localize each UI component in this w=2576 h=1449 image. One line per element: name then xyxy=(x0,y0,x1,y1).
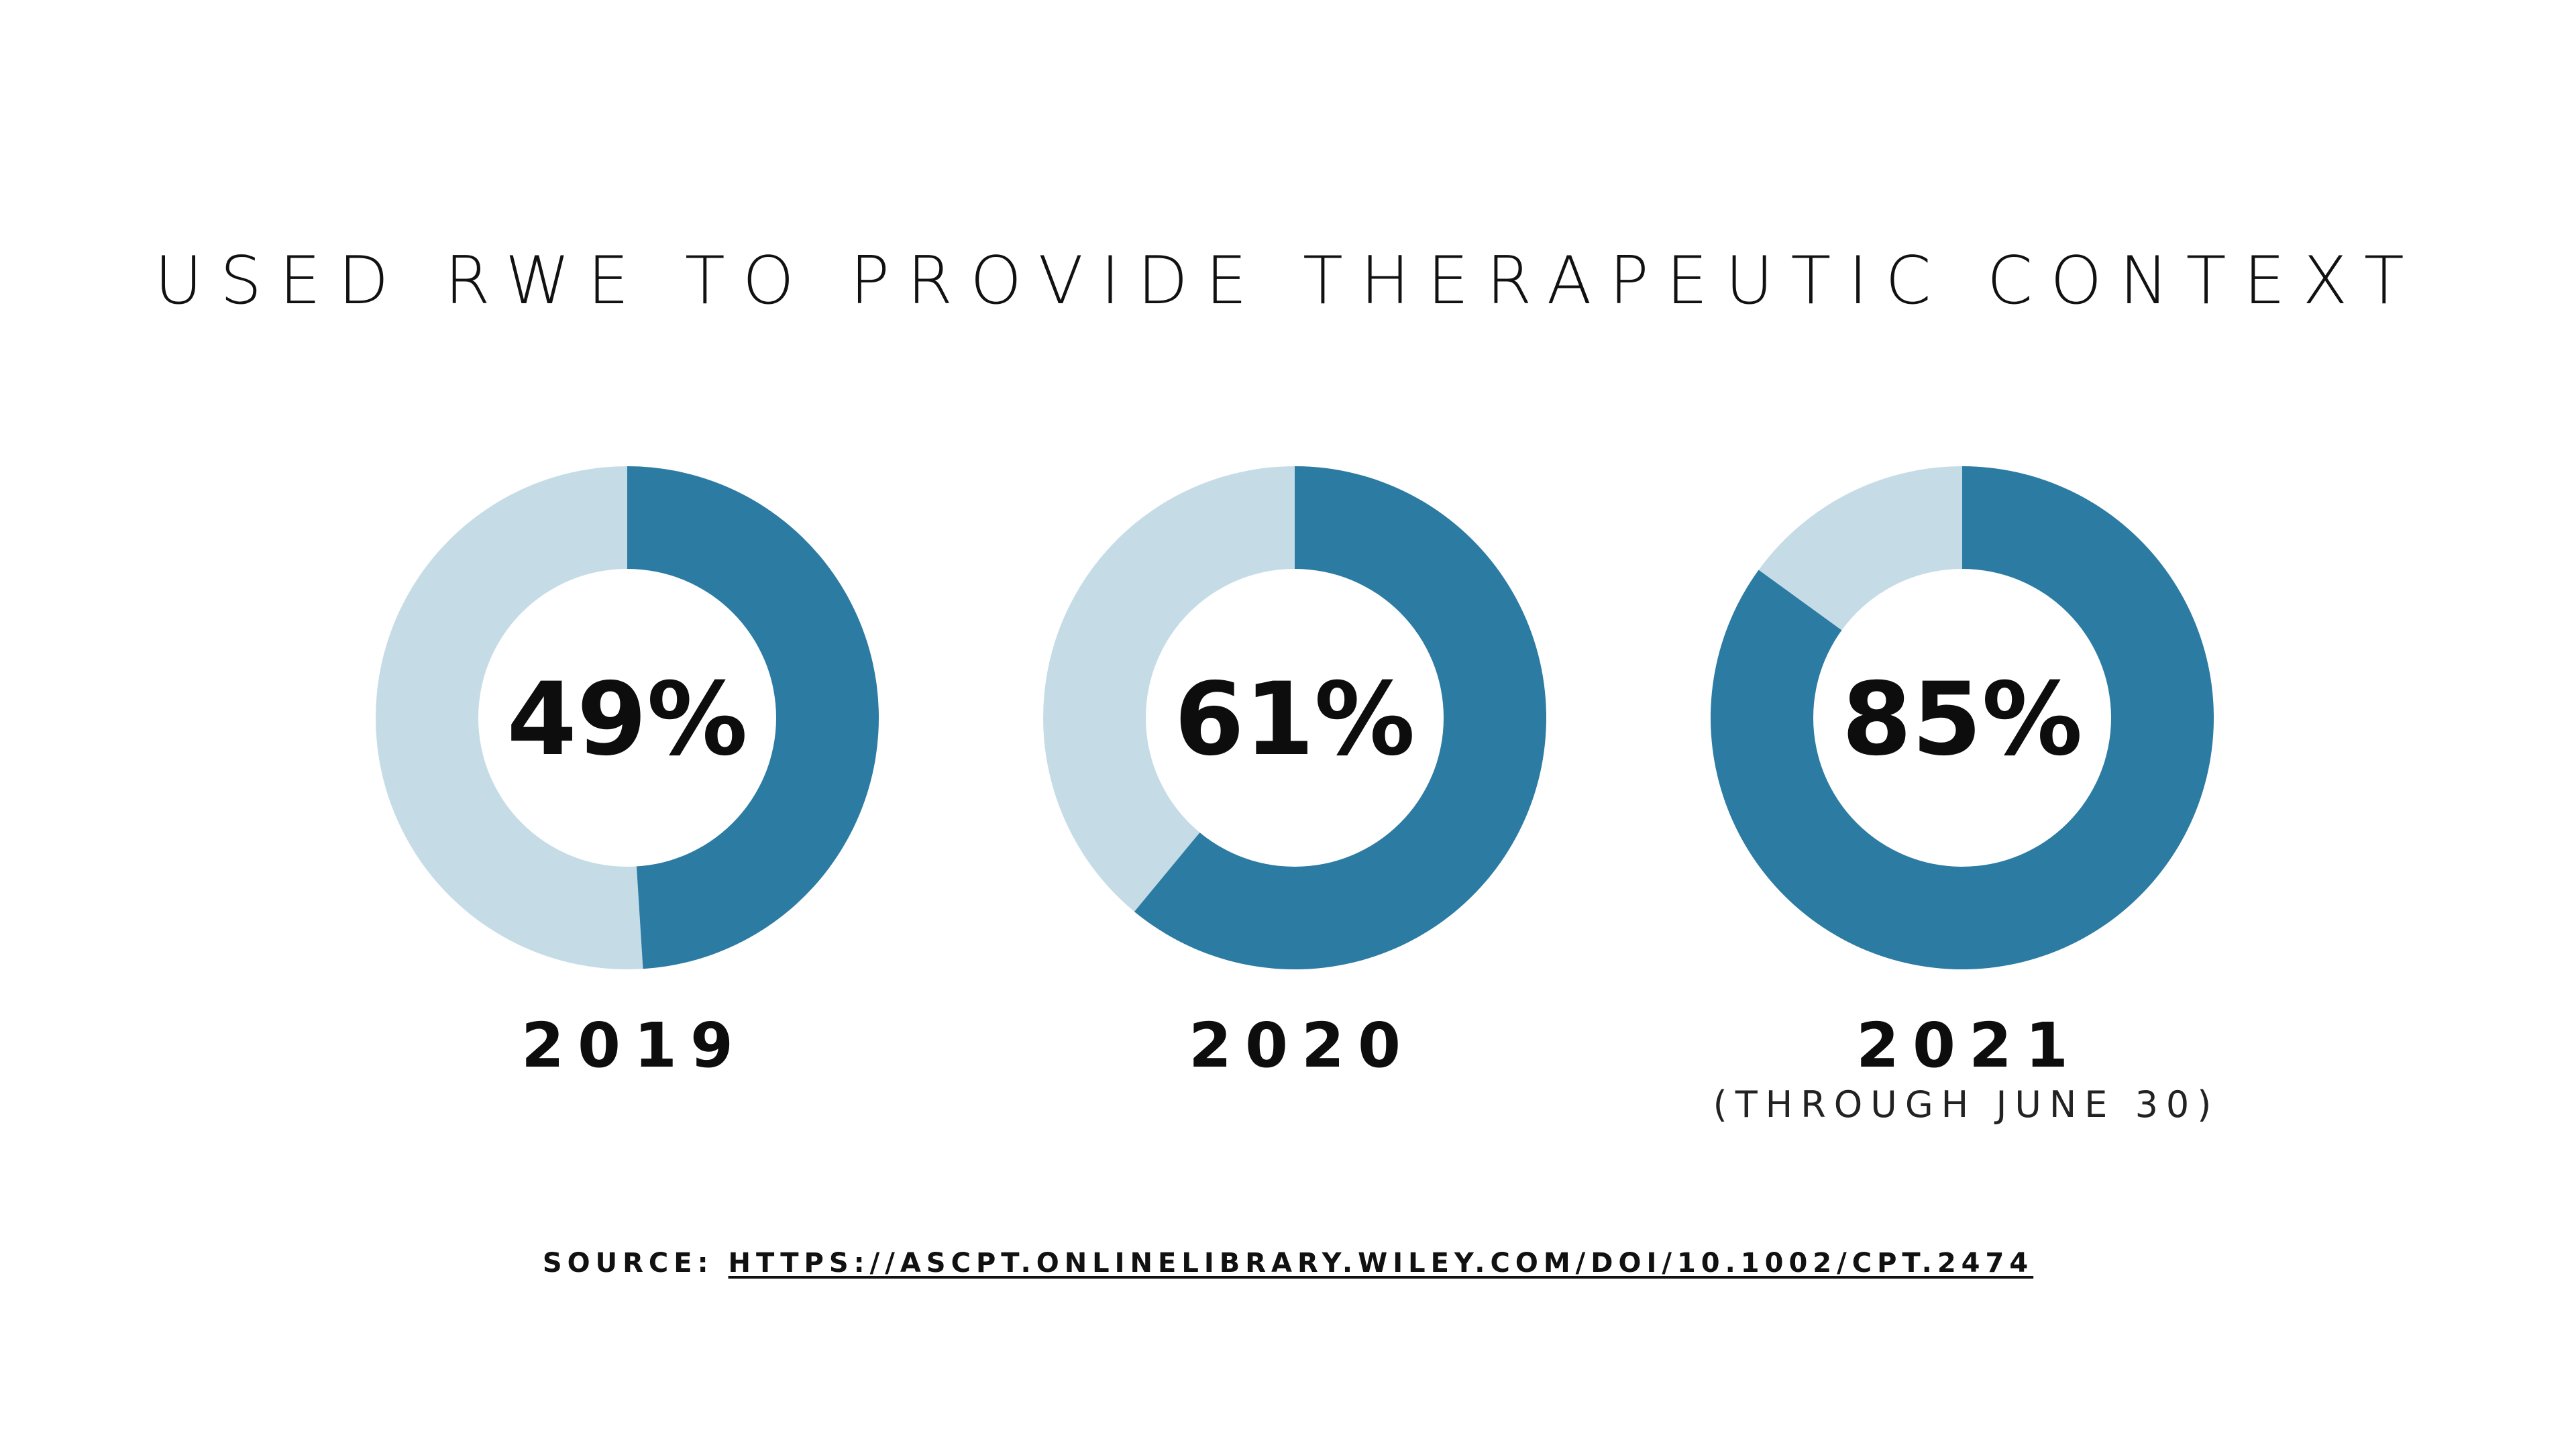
year-label-2020: 2020 xyxy=(1189,1010,1414,1081)
donut-hole-2019 xyxy=(478,569,776,867)
page-title: USED RWE TO PROVIDE THERAPEUTIC CONTEXT xyxy=(154,243,2422,319)
donut-hole-2020 xyxy=(1146,569,1444,867)
source-line: SOURCE: HTTPS://ASCPT.ONLINELIBRARY.WILE… xyxy=(0,1248,2576,1279)
percent-label-2021: 85% xyxy=(1841,661,2082,778)
donut-hole-2021 xyxy=(1813,569,2111,867)
percent-label-2019: 49% xyxy=(506,661,747,778)
year-note-2021: (THROUGH JUNE 30) xyxy=(1713,1083,2220,1126)
source-prefix: SOURCE: xyxy=(542,1248,714,1279)
year-label-2019: 2019 xyxy=(521,1010,747,1081)
donut-chart-2019: 49% 2019 xyxy=(376,466,879,1081)
percent-label-2020: 61% xyxy=(1174,661,1415,778)
donut-chart-2020: 61% 2020 xyxy=(1043,466,1546,1081)
source-link[interactable]: HTTPS://ASCPT.ONLINELIBRARY.WILEY.COM/DO… xyxy=(728,1248,2034,1279)
donut-chart-2021: 85% 2021(THROUGH JUNE 30) xyxy=(1711,466,2220,1126)
year-label-2021: 2021 xyxy=(1856,1010,2082,1081)
